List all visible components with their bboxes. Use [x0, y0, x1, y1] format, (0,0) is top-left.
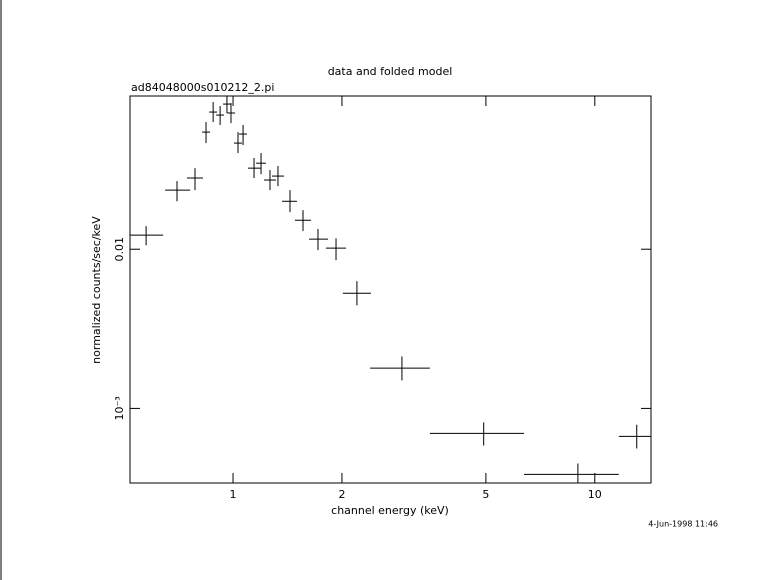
plot-frame: [129, 95, 652, 484]
x-tick-label: 2: [338, 488, 345, 501]
x-tick-label: 10: [588, 488, 602, 501]
x-tick-label: 1: [230, 488, 237, 501]
timestamp: 4-Jun-1998 11:46: [648, 520, 718, 529]
chart-subtitle: ad84048000s010212_2.pi: [131, 81, 274, 94]
y-tick-label: 0.01: [113, 237, 126, 262]
y-axis-label: normalized counts/sec/keV: [90, 216, 103, 364]
x-tick-label: 5: [482, 488, 489, 501]
y-tick-label: 10⁻³: [113, 396, 126, 420]
data-layer: [130, 96, 651, 483]
x-axis-label: channel energy (keV): [331, 504, 449, 517]
chart-title: data and folded model: [328, 65, 453, 78]
